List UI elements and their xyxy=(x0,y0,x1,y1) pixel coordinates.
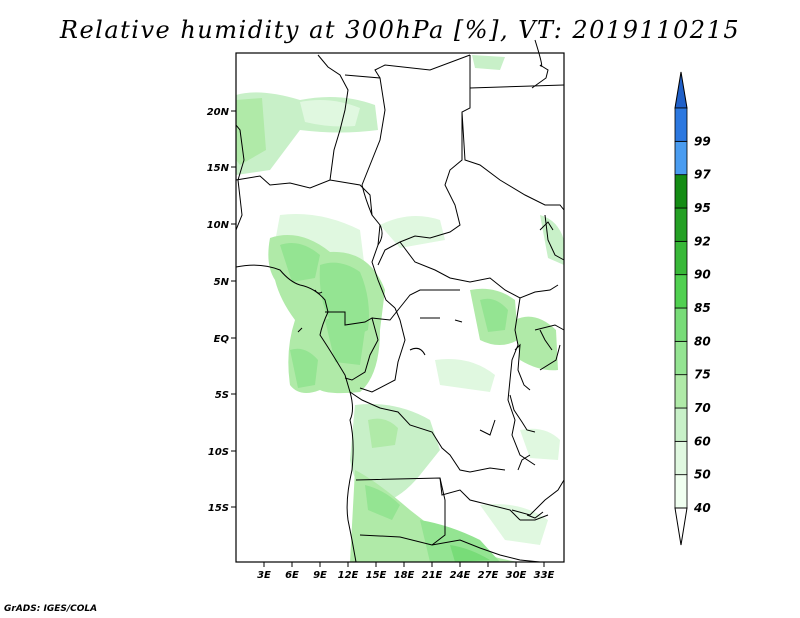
lat-label: 15N xyxy=(207,163,230,174)
lon-axis: 3E 6E 9E 12E 15E 18E 21E 24E 27E 30E 33E xyxy=(257,562,555,581)
lon-label: 27E xyxy=(478,570,499,581)
map-frame xyxy=(235,52,565,563)
colorbar-top-arrow xyxy=(674,71,688,109)
colorbar-bin xyxy=(674,107,688,142)
lat-label: 15S xyxy=(208,503,229,514)
colorbar-label: 92 xyxy=(694,234,711,248)
lon-label: 18E xyxy=(394,570,415,581)
colorbar-bin xyxy=(674,174,688,209)
colorbar-label: 75 xyxy=(694,368,711,382)
colorbar-label: 60 xyxy=(694,434,711,448)
colorbar-bin xyxy=(674,374,688,409)
colorbar-bin xyxy=(674,340,688,376)
colorbar-label: 85 xyxy=(694,301,711,315)
lat-label: 20N xyxy=(207,107,230,118)
lat-axis: 20N 15N 10N 5N EQ 5S 10S 15S xyxy=(207,107,236,514)
lat-label: 5S xyxy=(215,390,229,401)
lon-label: 3E xyxy=(257,570,271,581)
colorbar-bottom-arrow xyxy=(674,507,688,546)
lat-label: EQ xyxy=(214,334,230,345)
colorbar-bin xyxy=(674,274,688,309)
lon-label: 30E xyxy=(506,570,527,581)
lat-label: 5N xyxy=(214,277,230,288)
colorbar-bin xyxy=(674,240,688,276)
colorbar-label: 80 xyxy=(694,334,711,348)
lon-label: 12E xyxy=(338,570,359,581)
lon-label: 21E xyxy=(422,570,443,581)
lon-label: 24E xyxy=(450,570,471,581)
colorbar-label: 97 xyxy=(694,168,711,182)
lon-label: 6E xyxy=(285,570,299,581)
colorbar-label: 70 xyxy=(694,401,711,415)
colorbar-label: 95 xyxy=(694,201,711,215)
lon-label: 15E xyxy=(366,570,387,581)
lat-label: 10N xyxy=(207,220,230,231)
grads-credit: GrADS: IGES/COLA xyxy=(4,604,98,614)
lat-label: 10S xyxy=(208,447,229,458)
map-title: Relative humidity at 300hPa [%], VT: 201… xyxy=(59,16,741,44)
colorbar-bin xyxy=(674,407,688,442)
colorbar-bin xyxy=(674,140,688,176)
colorbar-bin xyxy=(674,207,688,242)
colorbar-bin xyxy=(674,440,688,476)
colorbar-label: 40 xyxy=(693,501,711,515)
lon-label: 33E xyxy=(534,570,555,581)
colorbar: 40 50 60 70 75 80 85 90 92 95 97 99 xyxy=(674,71,711,546)
country-borders xyxy=(235,39,565,563)
lon-label: 9E xyxy=(313,570,327,581)
colorbar-bin xyxy=(674,307,688,342)
colorbar-bin xyxy=(674,474,688,509)
colorbar-label: 90 xyxy=(694,268,711,282)
colorbar-label: 99 xyxy=(694,134,711,148)
colorbar-label: 50 xyxy=(694,468,711,482)
humidity-shading xyxy=(236,55,564,562)
